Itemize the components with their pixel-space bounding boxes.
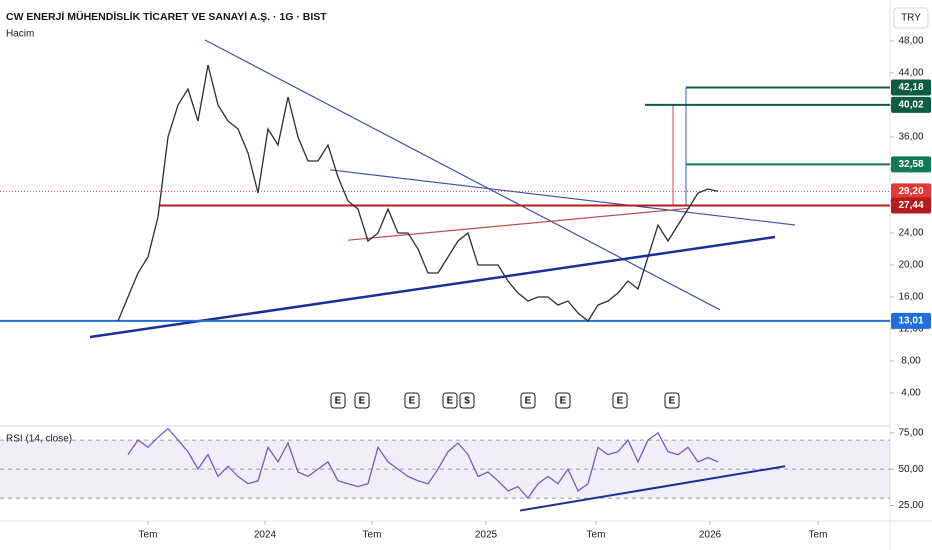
event-badge xyxy=(330,392,346,409)
chart-title: CW ENERJİ MÜHENDİSLİK TİCARET VE SANAYİ … xyxy=(6,10,327,23)
price-level-label: 29,20 xyxy=(898,186,923,197)
y-tick-label: 75,00 xyxy=(898,427,923,438)
event-badge xyxy=(664,392,680,409)
event-label: E xyxy=(617,396,624,407)
event-badge xyxy=(555,392,571,409)
trendline xyxy=(347,207,691,241)
price-level-box xyxy=(891,312,931,329)
y-tick-label: 12,00 xyxy=(898,324,923,335)
x-tick-label: Tem xyxy=(139,530,158,541)
event-label: E xyxy=(525,396,532,407)
currency-box[interactable] xyxy=(893,7,929,29)
price-level-box xyxy=(891,183,931,200)
event-label: E xyxy=(409,396,416,407)
event-label: E xyxy=(447,396,454,407)
x-tick-label: 2026 xyxy=(699,530,722,541)
y-tick-label: 16,00 xyxy=(898,292,923,303)
trendline xyxy=(329,169,796,226)
y-tick-label: 36,00 xyxy=(898,132,923,143)
currency[interactable]: TRY xyxy=(901,13,921,24)
event-label: E xyxy=(669,396,676,407)
x-tick-label: 2025 xyxy=(475,530,498,541)
rsi-title: RSI (14, close) xyxy=(6,434,72,445)
event-badge xyxy=(404,392,420,409)
trendline xyxy=(204,39,721,311)
series-line xyxy=(127,427,719,500)
event-badge xyxy=(520,392,536,409)
x-tick-label: Tem xyxy=(363,530,382,541)
y-tick-label: 25,00 xyxy=(898,500,923,511)
event-label: E xyxy=(359,396,366,407)
price-level-box xyxy=(891,197,931,214)
price-level-label: 27,44 xyxy=(898,200,923,211)
price-level-box xyxy=(891,156,931,173)
trendline xyxy=(519,465,786,512)
x-tick-label: Tem xyxy=(809,530,828,541)
rsi-band xyxy=(0,440,890,499)
price-level-box xyxy=(891,96,931,113)
y-tick-label: 4,00 xyxy=(901,388,921,399)
event-label: E xyxy=(335,396,342,407)
y-tick-label: 50,00 xyxy=(898,464,923,475)
event-badge xyxy=(354,392,370,409)
y-tick-label: 48,00 xyxy=(898,36,923,47)
y-tick-label: 24,00 xyxy=(898,228,923,239)
chart-subtitle: Hacim xyxy=(6,29,34,40)
event-badge xyxy=(459,392,475,409)
price-level-label: 32,58 xyxy=(898,159,923,170)
x-tick-label: Tem xyxy=(587,530,606,541)
price-level-label: 42,18 xyxy=(898,82,923,93)
x-tick-label: 2024 xyxy=(254,530,277,541)
price-level-box xyxy=(891,79,931,96)
event-label: $ xyxy=(464,396,470,407)
event-badge xyxy=(442,392,458,409)
series-line xyxy=(117,64,719,322)
y-tick-label: 20,00 xyxy=(898,260,923,271)
y-tick-label: 8,00 xyxy=(901,356,921,367)
price-level-label: 40,02 xyxy=(898,99,923,110)
event-label: E xyxy=(560,396,567,407)
y-tick-label: 44,00 xyxy=(898,68,923,79)
event-badge xyxy=(612,392,628,409)
price-level-label: 13,01 xyxy=(898,316,923,327)
